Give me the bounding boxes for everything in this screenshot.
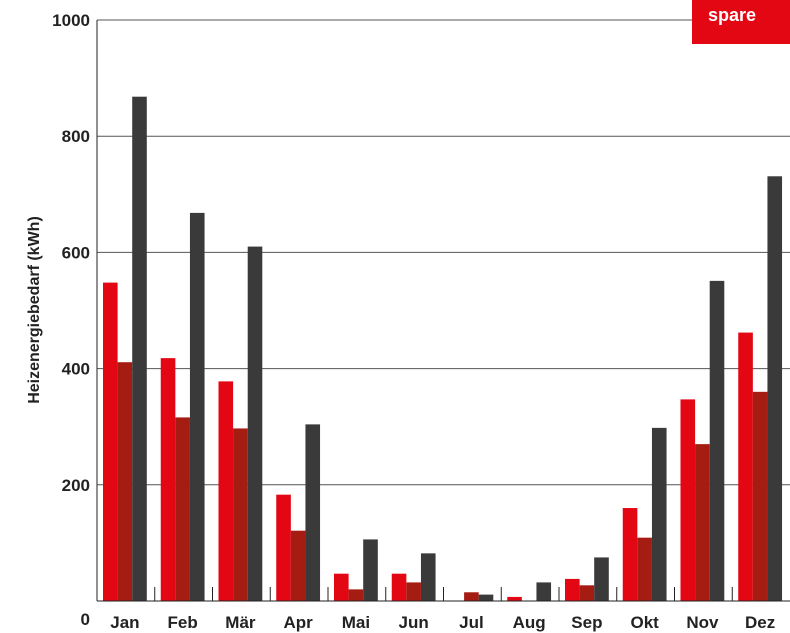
bar-aug-series-3 [536,582,552,601]
bar-jan-series-3 [132,96,147,601]
y-tick-label: 200 [62,476,90,495]
y-tick-labels: 0 200 400 600 800 1000 [52,11,90,629]
bar-apr-series-3 [305,424,321,601]
bar-feb-series-1 [160,358,176,601]
y-axis-label: Heizenergiebedarf (kWh) [26,216,43,404]
x-tick-label: Aug [513,613,546,632]
y-tick-label: 400 [62,360,90,379]
bar-jul-series-2 [464,592,479,601]
brand-badge-text: spare [708,5,756,25]
bar-feb-series-2 [175,417,190,601]
bar-dez-series-3 [767,176,783,601]
bar-okt-series-3 [651,427,667,601]
y-tick-label: 0 [81,610,90,629]
x-tick-label: Mai [342,613,370,632]
x-tick-label: Jan [110,613,139,632]
x-tick-label: Okt [630,613,659,632]
bar-jan-series-2 [117,362,133,601]
x-tick-labels: Jan Feb Mär Apr Mai Jun Jul Aug Sep Okt Nov Dez [110,613,775,632]
bar-jan-series-1 [103,282,118,601]
x-tick-label: Apr [284,613,314,632]
x-tick-label: Jul [459,613,484,632]
bar-mai-series-2 [348,589,364,601]
bar-sep-series-2 [579,585,595,601]
y-tick-label: 600 [62,243,90,262]
bar-nov-series-1 [680,399,696,601]
bar-dez-series-2 [752,391,768,601]
bar-dez-series-1 [738,332,753,601]
bar-nov-series-3 [709,280,725,601]
bar-feb-series-3 [189,212,205,601]
x-tick-label: Jun [399,613,429,632]
bar-okt-series-2 [637,537,652,601]
bar-mär-series-3 [247,246,263,601]
brand-badge-background [692,0,790,44]
x-tick-label: Feb [168,613,198,632]
bars [103,96,783,601]
bar-okt-series-1 [622,508,638,601]
brand-badge: spare [692,0,790,44]
bar-mai-series-3 [363,539,378,601]
bar-mai-series-1 [334,573,349,601]
axes [96,20,790,602]
bar-jun-series-1 [391,573,407,601]
x-tick-label: Dez [745,613,775,632]
bar-nov-series-2 [695,444,710,601]
x-tick-label: Sep [571,613,602,632]
bar-mär-series-1 [218,381,234,601]
bar-jul-series-3 [478,594,494,601]
bar-aug-series-1 [507,596,522,601]
bar-apr-series-2 [290,530,306,601]
bar-jun-series-3 [420,553,436,601]
x-tick-label: Mär [225,613,256,632]
bar-mär-series-2 [233,428,248,601]
bar-sep-series-3 [594,557,609,601]
y-tick-label: 1000 [52,11,90,30]
bar-jun-series-2 [406,582,421,601]
bar-apr-series-1 [276,494,291,601]
y-tick-label: 800 [62,127,90,146]
x-tick-label: Nov [686,613,719,632]
gridlines [97,19,790,486]
bar-sep-series-1 [565,578,580,601]
